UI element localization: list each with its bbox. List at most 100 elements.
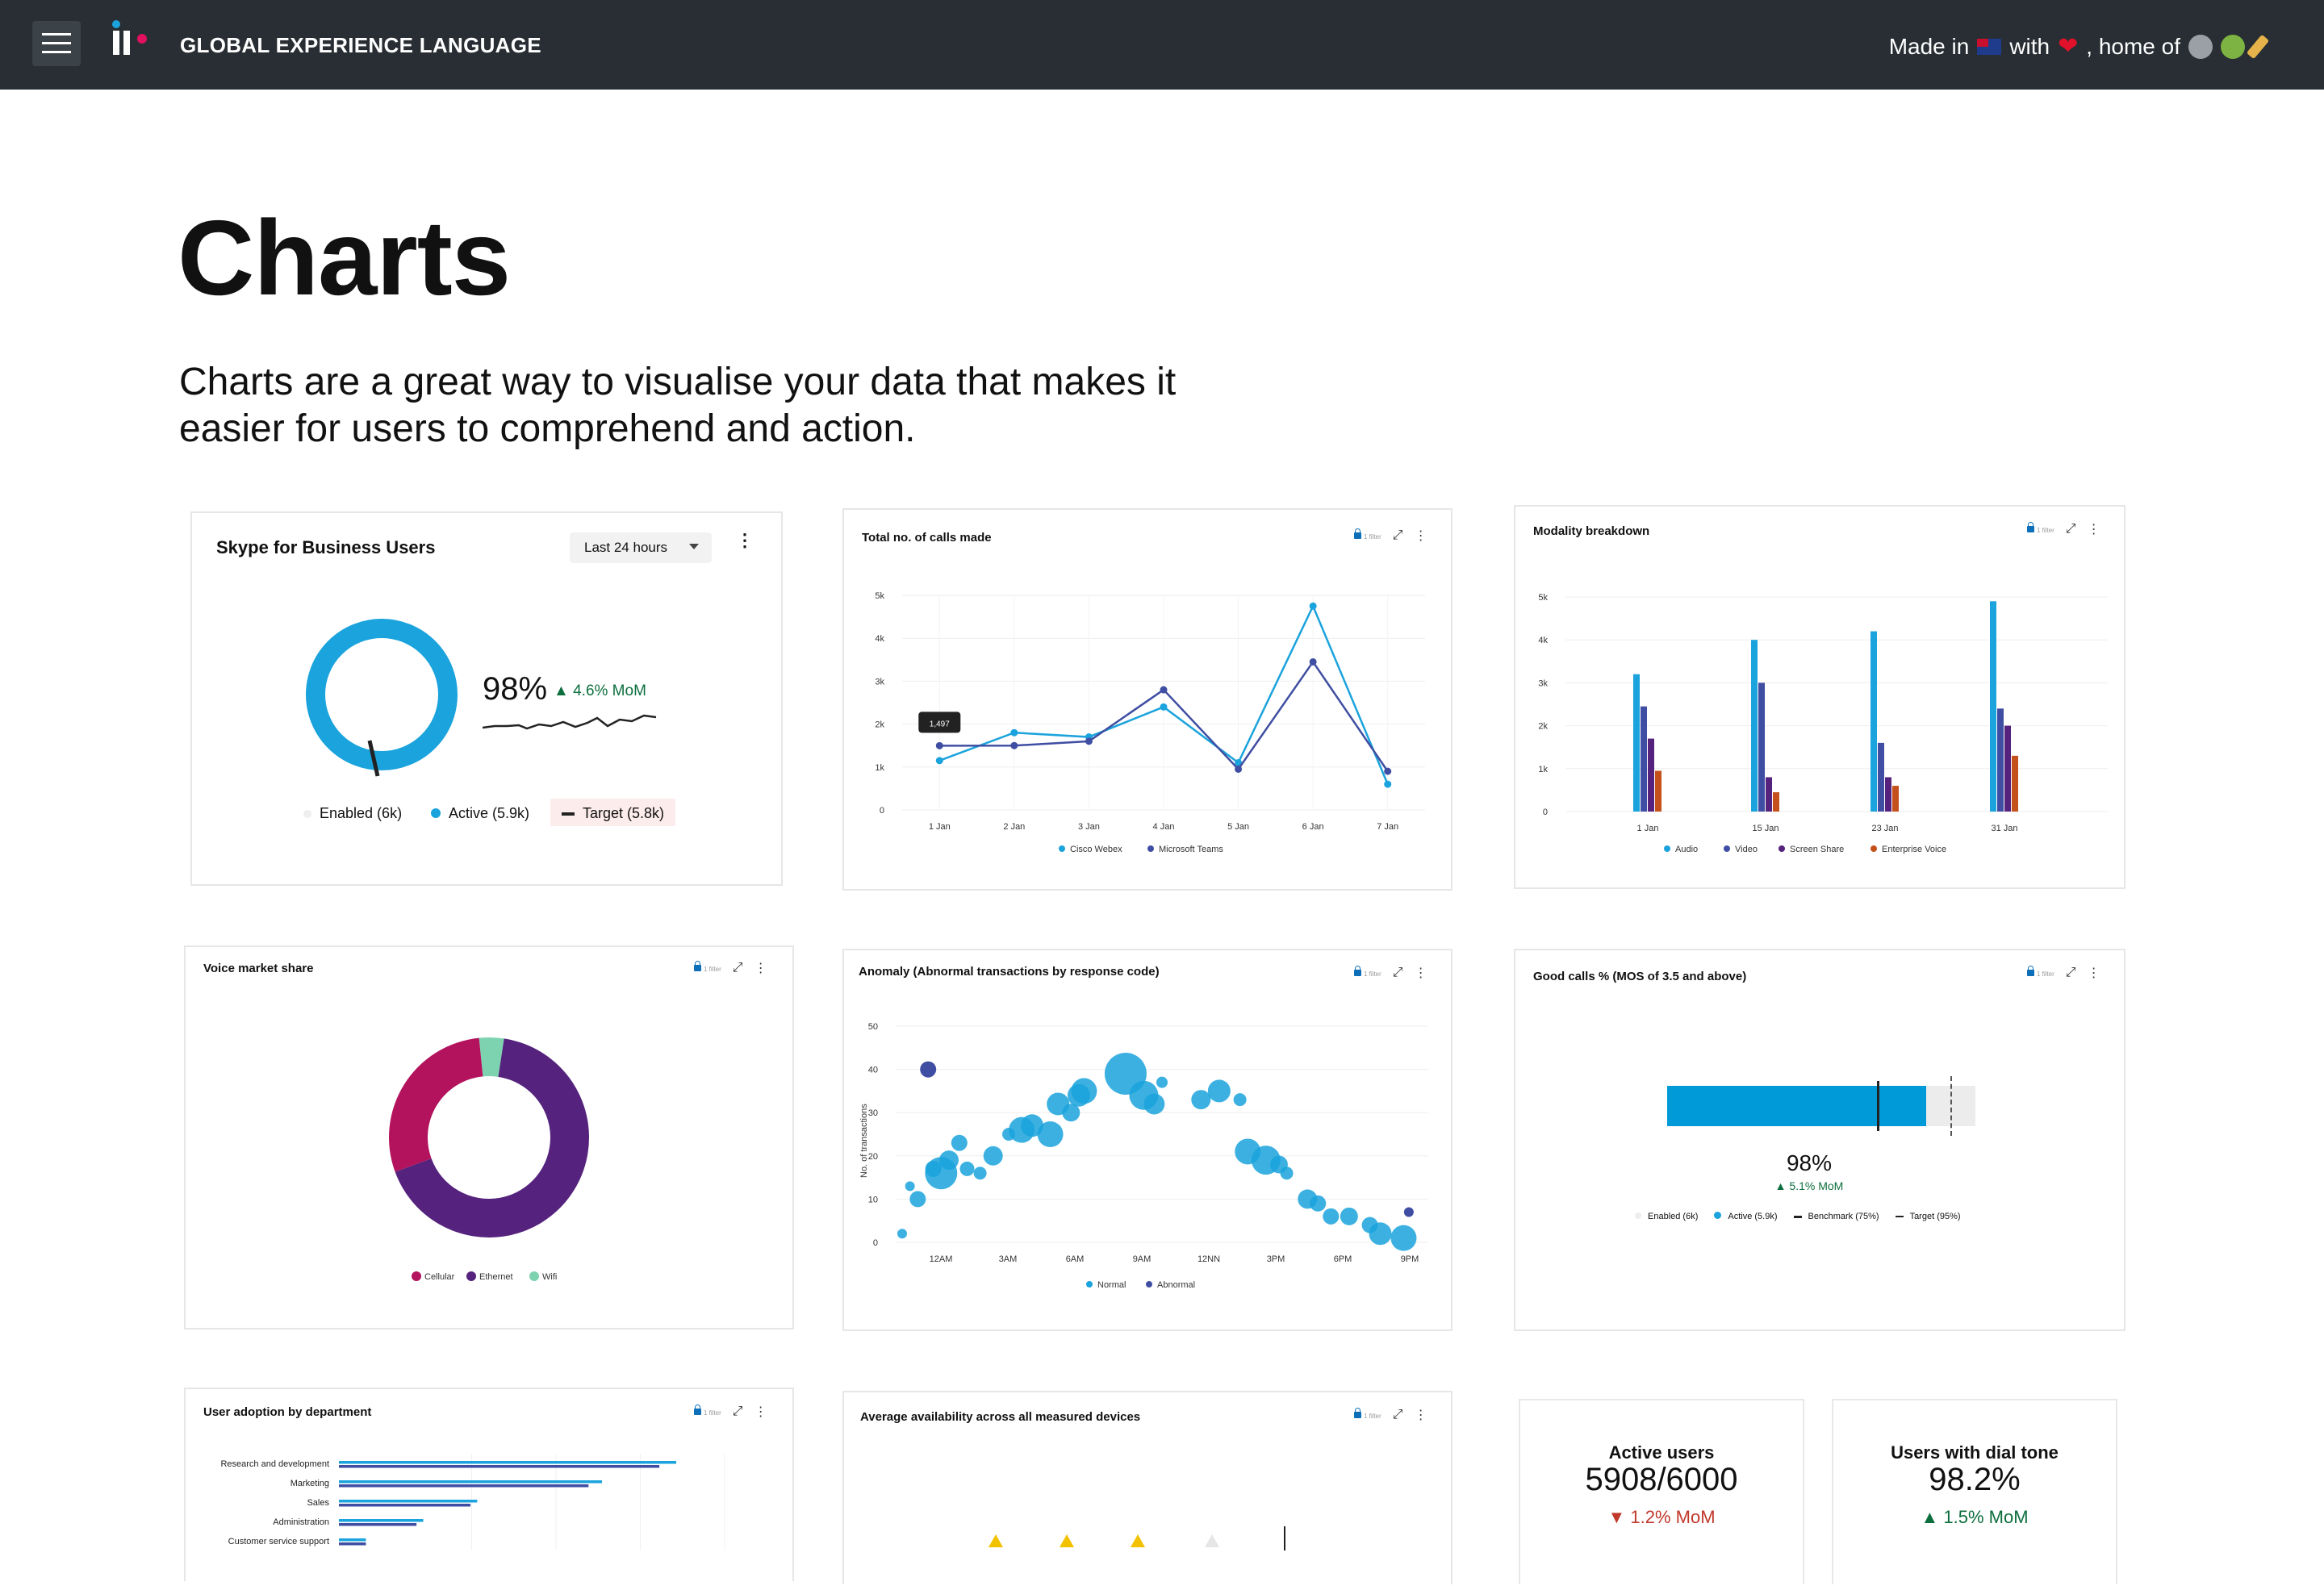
koala-icon (2188, 34, 2213, 59)
filter-indicator[interactable]: 1 filter (2027, 522, 2054, 536)
x-tick-label: 1 Jan (929, 822, 951, 832)
normal-bubble (1191, 1090, 1211, 1110)
normal-bubble (909, 1191, 926, 1208)
filter-indicator[interactable]: 1 filter (1354, 966, 1381, 980)
expand-icon[interactable]: ⤢ (2065, 522, 2076, 536)
more-options-icon[interactable]: ⋮ (1414, 1409, 1427, 1422)
legend-label: Ethernet (479, 1272, 513, 1282)
card-title: User adoption by department (203, 1405, 372, 1419)
filter-indicator[interactable]: 1 filter (694, 1404, 721, 1419)
x-tick-label: 12AM (930, 1254, 953, 1264)
delta-text: 1.2% MoM (1630, 1507, 1716, 1527)
more-options-icon[interactable]: ⋮ (2087, 966, 2100, 980)
expand-icon[interactable]: ⤢ (1392, 528, 1403, 542)
x-tick-label: 9PM (1401, 1254, 1419, 1264)
expand-icon[interactable]: ⤢ (1392, 1408, 1403, 1421)
page-lead: Charts are a great way to visualise your… (179, 361, 1177, 450)
chevron-down-icon (689, 544, 699, 549)
legend-dot (1870, 845, 1877, 852)
up-triangle-icon: ▲ (554, 682, 569, 699)
legend-label: Microsoft Teams (1159, 845, 1223, 854)
card-title: Average availability across all measured… (860, 1410, 1141, 1424)
normal-bubble (905, 1181, 915, 1192)
card-title: Skype for Business Users (216, 537, 436, 557)
data-point (1235, 765, 1243, 773)
bar (1751, 640, 1758, 812)
legend-enabled: Enabled (6k) (303, 805, 402, 822)
bubble-chart: 0 10 20 30 40 50 12AM 3AM 6AM 9AM 12NN 3PM 6PM 9PM No.… (859, 1022, 1428, 1290)
y-tick-label: 5k (1538, 593, 1548, 603)
kpi-title: Active users (1608, 1442, 1715, 1463)
more-options-icon[interactable]: ⋮ (754, 962, 767, 975)
x-tick-label: 23 Jan (1871, 824, 1898, 833)
normal-bubble (1323, 1208, 1340, 1225)
bar (1885, 777, 1891, 812)
expand-icon[interactable]: ⤢ (732, 961, 743, 975)
bar (1641, 706, 1647, 812)
legend-target: Target (5.8k) (550, 799, 676, 826)
x-tick-label: 5 Jan (1227, 822, 1249, 832)
legend-label: Video (1735, 845, 1758, 854)
active-dot-icon (1714, 1212, 1722, 1219)
filter-indicator[interactable]: 1 filter (694, 961, 721, 975)
card-actions: 1 filter ⤢ ⋮ (1354, 965, 1427, 981)
more-options-icon[interactable]: ⋮ (2087, 523, 2100, 536)
legend-label: Target (95%) (1909, 1212, 1961, 1221)
brand-name[interactable]: GLOBAL EXPERIENCE LANGUAGE (180, 33, 541, 57)
y-tick-label: 3k (875, 677, 884, 687)
bar (1758, 682, 1765, 812)
time-range-dropdown[interactable]: Last 24 hours (570, 532, 712, 563)
bar (339, 1542, 366, 1546)
pie-slice-cellular (389, 1037, 483, 1172)
x-tick-label: 3AM (999, 1254, 1018, 1264)
data-point (1010, 728, 1018, 737)
donut-chart (306, 619, 458, 777)
more-options-icon[interactable]: ⋮ (1414, 966, 1427, 980)
more-options-icon[interactable]: ⋮ (736, 530, 754, 550)
legend-active: Active (5.9k) (431, 805, 529, 822)
home-of-label: , home of (2086, 33, 2180, 59)
y-tick-label: 30 (868, 1108, 878, 1118)
bar (339, 1504, 471, 1507)
grouped-bar-chart: 0 1k 2k 3k 4k 5k 1 Jan 15 Jan 23 Jan 31 Jan Audio V… (1538, 593, 2108, 854)
legend-dot (412, 1271, 421, 1281)
menu-button[interactable] (32, 21, 81, 66)
expand-icon[interactable]: ⤢ (1392, 966, 1403, 979)
filter-indicator[interactable]: 1 filter (2027, 966, 2054, 980)
expand-icon[interactable]: ⤢ (732, 1404, 743, 1418)
user-adoption-card: User adoption by department 1 filter ⤢ ⋮… (184, 1388, 794, 1581)
delta-text: 1.5% MoM (1943, 1507, 2029, 1527)
kpi-title: Users with dial tone (1891, 1442, 2059, 1463)
data-point (1010, 741, 1018, 749)
data-point (1309, 602, 1317, 610)
filter-indicator[interactable]: 1 filter (1354, 528, 1381, 543)
category-label: Administration (273, 1517, 329, 1527)
category-label: Sales (307, 1498, 329, 1508)
expand-icon[interactable]: ⤢ (2065, 966, 2076, 979)
neutral-marker-icon (1205, 1534, 1219, 1547)
data-point (935, 757, 943, 765)
bar (1997, 708, 2004, 812)
more-options-icon[interactable]: ⋮ (754, 1405, 767, 1419)
pie-slice-wifi (479, 1037, 504, 1077)
kpi-value: 98% (483, 671, 548, 707)
more-options-icon[interactable]: ⋮ (1414, 529, 1427, 543)
y-tick-label: 3k (1538, 678, 1548, 688)
lock-icon (2027, 522, 2034, 532)
x-tick-label: 6PM (1334, 1254, 1352, 1264)
filter-label: 1 filter (704, 1409, 721, 1417)
legend-label: Enabled (6k) (1648, 1212, 1699, 1221)
y-tick-label: 4k (1538, 636, 1548, 645)
legend-dot (1724, 845, 1730, 852)
bar (1892, 786, 1899, 812)
logo-icon[interactable] (111, 19, 152, 64)
filter-label: 1 filter (704, 966, 721, 973)
filter-indicator[interactable]: 1 filter (1354, 1408, 1381, 1422)
normal-bubble (1369, 1222, 1392, 1246)
active-fill (1667, 1086, 1926, 1126)
bar (2004, 725, 2011, 812)
legend-label: Screen Share (1790, 845, 1844, 854)
legend-label: Cellular (424, 1272, 455, 1282)
good-calls-bar (1667, 1076, 1975, 1136)
donut-chart: Cellular Ethernet Wifi (389, 1037, 589, 1282)
